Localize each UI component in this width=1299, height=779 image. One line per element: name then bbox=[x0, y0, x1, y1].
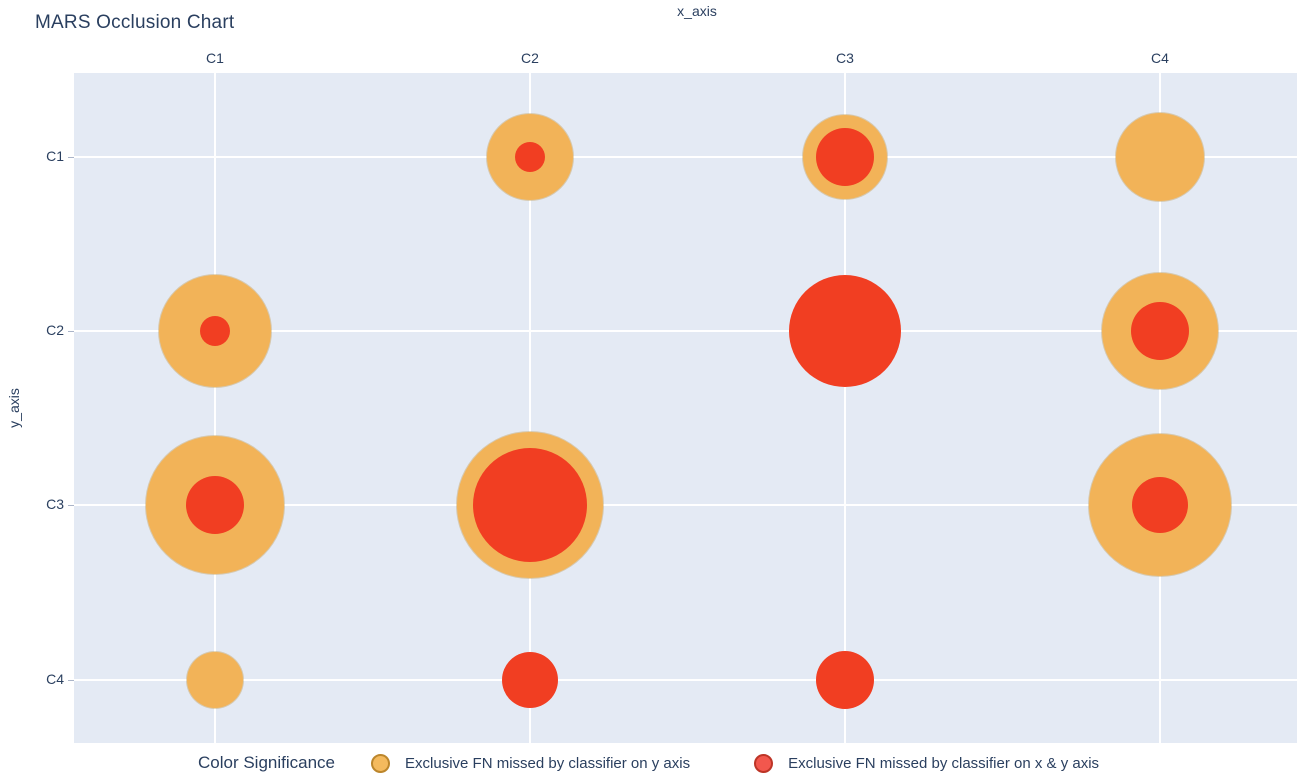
legend-title: Color Significance bbox=[198, 753, 336, 772]
gridline-vertical bbox=[214, 73, 216, 743]
x-tick-label: C3 bbox=[836, 50, 854, 66]
data-point-inner[interactable] bbox=[515, 142, 545, 172]
gridline-horizontal bbox=[74, 679, 1297, 681]
orange-circle-icon bbox=[371, 753, 391, 773]
y-tick-mark bbox=[68, 680, 74, 681]
x-tick-label: C2 bbox=[521, 50, 539, 66]
plot-area bbox=[74, 73, 1297, 743]
data-point-inner[interactable] bbox=[816, 128, 874, 186]
y-tick-label: C2 bbox=[46, 322, 64, 338]
gridline-vertical bbox=[529, 73, 531, 743]
data-point-inner[interactable] bbox=[200, 316, 230, 346]
gridline-horizontal bbox=[74, 330, 1297, 332]
data-point-inner[interactable] bbox=[816, 651, 874, 709]
data-point-inner[interactable] bbox=[186, 476, 244, 534]
gridline-horizontal bbox=[74, 156, 1297, 158]
gridline-vertical bbox=[1159, 73, 1161, 743]
gridline-vertical bbox=[844, 73, 846, 743]
gridline-horizontal bbox=[74, 504, 1297, 506]
legend: Color Significance Exclusive FN missed b… bbox=[198, 750, 1099, 776]
x-tick-label: C1 bbox=[206, 50, 224, 66]
legend-item-label: Exclusive FN missed by classifier on x &… bbox=[788, 754, 1100, 772]
x-axis-title: x_axis bbox=[677, 3, 717, 19]
y-tick-mark bbox=[68, 157, 74, 158]
data-point-outer[interactable] bbox=[1116, 113, 1204, 201]
legend-item-y-axis-fn[interactable]: Exclusive FN missed by classifier on y a… bbox=[371, 753, 691, 773]
y-tick-mark bbox=[68, 331, 74, 332]
legend-item-xy-axis-fn[interactable]: Exclusive FN missed by classifier on x &… bbox=[754, 753, 1100, 773]
data-point-inner[interactable] bbox=[502, 652, 558, 708]
data-point-inner[interactable] bbox=[789, 275, 901, 387]
data-point-inner[interactable] bbox=[1132, 477, 1188, 533]
y-tick-label: C4 bbox=[46, 671, 64, 687]
y-tick-label: C3 bbox=[46, 496, 64, 512]
y-tick-mark bbox=[68, 505, 74, 506]
legend-item-label: Exclusive FN missed by classifier on y a… bbox=[405, 754, 691, 772]
y-tick-label: C1 bbox=[46, 148, 64, 164]
red-circle-icon bbox=[754, 753, 774, 773]
data-point-outer[interactable] bbox=[187, 652, 243, 708]
data-point-inner[interactable] bbox=[1131, 302, 1189, 360]
data-point-inner[interactable] bbox=[473, 448, 587, 562]
y-axis-title: y_axis bbox=[6, 388, 22, 428]
x-tick-label: C4 bbox=[1151, 50, 1169, 66]
chart-title: MARS Occlusion Chart bbox=[35, 12, 235, 33]
